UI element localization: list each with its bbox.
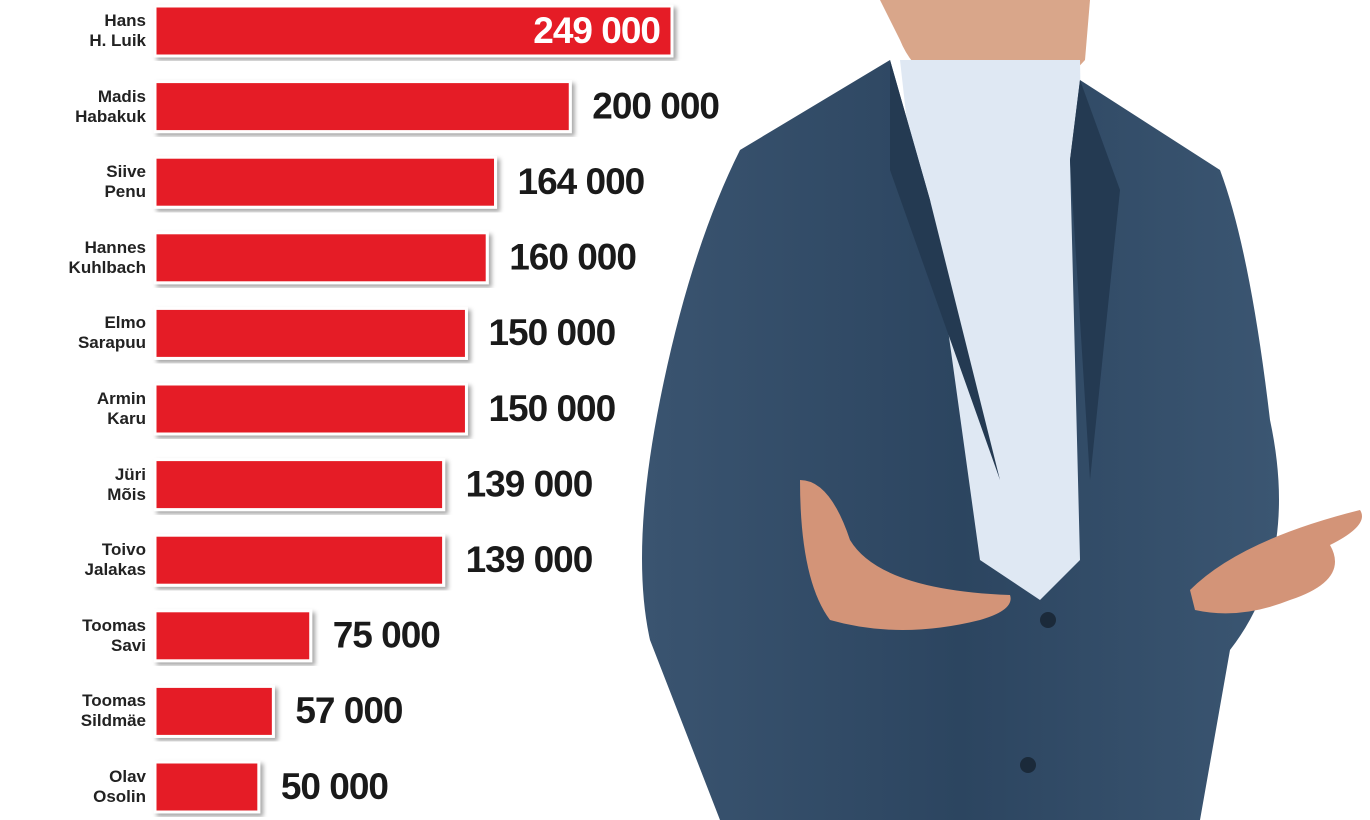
bar — [153, 458, 446, 512]
category-label: Toivo Jalakas — [84, 540, 146, 580]
bar — [153, 4, 674, 58]
value-label: 160 000 — [509, 237, 636, 278]
category-label: Elmo Sarapuu — [77, 313, 146, 353]
category-label: Hans H. Luik — [89, 11, 146, 50]
category-label: Madis Habakuk — [75, 86, 146, 126]
bar — [153, 533, 446, 587]
bar — [153, 760, 261, 814]
bar — [153, 155, 498, 209]
bar — [153, 306, 468, 360]
value-label: 57 000 — [295, 690, 403, 731]
category-label: Jüri Mõis — [107, 464, 146, 504]
bar — [153, 609, 313, 663]
value-label: 75 000 — [333, 615, 441, 656]
category-label: Toomas Sildmäe — [80, 691, 146, 731]
value-label: 139 000 — [466, 539, 593, 580]
bar — [153, 684, 275, 738]
person-illustration — [642, 0, 1362, 820]
category-label: Hannes Kuhlbach — [68, 237, 146, 277]
value-label: 150 000 — [488, 312, 615, 353]
value-label: 50 000 — [281, 766, 389, 807]
category-label: Siive Penu — [104, 162, 146, 202]
category-label: Olav Osolin — [93, 767, 146, 806]
value-label: 139 000 — [466, 463, 593, 504]
category-label: Toomas Savi — [82, 615, 146, 655]
value-label: 200 000 — [592, 85, 719, 126]
bar — [153, 231, 489, 285]
bar — [153, 80, 572, 134]
value-label: 150 000 — [488, 388, 615, 429]
bar — [153, 382, 468, 436]
value-label: 164 000 — [518, 161, 645, 202]
value-label: 249 000 — [533, 10, 660, 51]
category-label: Armin Karu — [96, 389, 146, 428]
